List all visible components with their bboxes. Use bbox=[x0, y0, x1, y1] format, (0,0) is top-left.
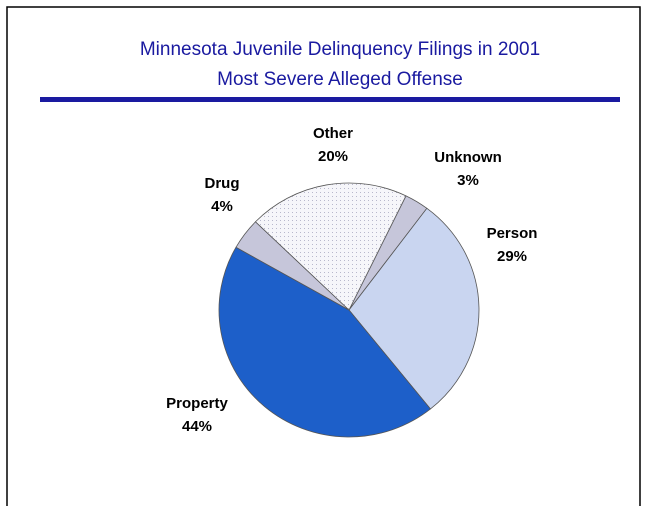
frame bbox=[6, 6, 641, 506]
title-rule bbox=[40, 97, 620, 102]
slice-value-label: 4% bbox=[211, 198, 233, 215]
slice-value-label: 20% bbox=[318, 148, 348, 165]
slice-value-label: 44% bbox=[182, 418, 212, 435]
chart-subtitle: Most Severe Alleged Offense bbox=[217, 69, 463, 90]
slice-value-label: 29% bbox=[497, 248, 527, 265]
slice-label: Unknown bbox=[434, 149, 502, 166]
slice-value-label: 3% bbox=[457, 172, 479, 189]
pie-slice bbox=[218, 246, 432, 438]
pie-slice bbox=[348, 207, 480, 410]
slice-label: Drug bbox=[205, 175, 240, 192]
slice-label: Other bbox=[313, 125, 353, 142]
pie-slice bbox=[254, 182, 407, 311]
chart-title: Minnesota Juvenile Delinquency Filings i… bbox=[140, 39, 540, 60]
slice-label: Property bbox=[166, 395, 228, 412]
slice-label: Person bbox=[487, 225, 538, 242]
